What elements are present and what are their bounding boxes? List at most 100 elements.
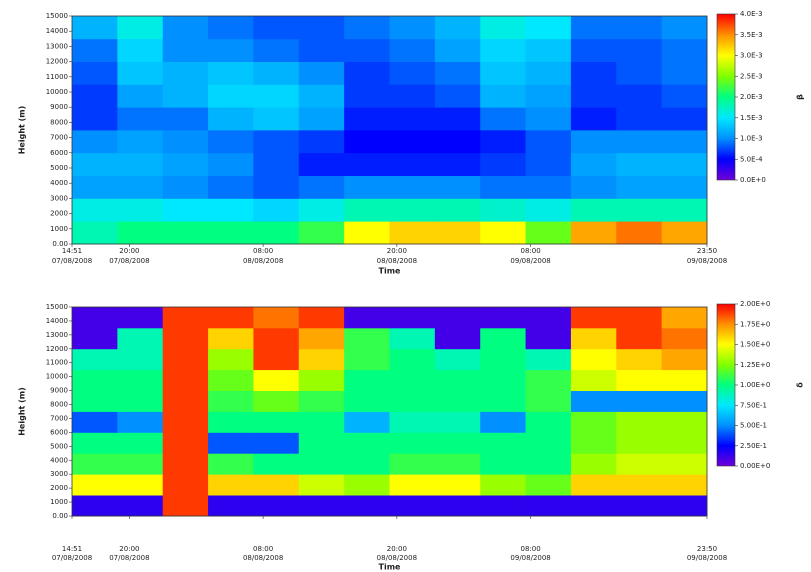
heatmap-cell bbox=[389, 38, 436, 62]
heatmap-cell bbox=[344, 369, 390, 391]
x-tick-label: 14:51 bbox=[62, 545, 82, 553]
heatmap-cell bbox=[117, 84, 164, 108]
heatmap-cell bbox=[344, 107, 390, 131]
heatmap-cell bbox=[298, 84, 345, 108]
heatmap-cell bbox=[480, 348, 526, 371]
heatmap-cell bbox=[389, 327, 436, 350]
heatmap-cell bbox=[208, 495, 254, 517]
heatmap-cell bbox=[480, 38, 526, 62]
heatmap-cell bbox=[661, 198, 708, 222]
heatmap-cell bbox=[570, 198, 617, 222]
heatmap-cell bbox=[298, 198, 345, 222]
y-tick-label: 11000 bbox=[46, 73, 68, 81]
heatmap-cell bbox=[480, 84, 526, 108]
heatmap-cell bbox=[72, 432, 118, 454]
heatmap-cell bbox=[298, 221, 345, 245]
heatmap-cell bbox=[117, 453, 164, 475]
y-tick-label: 13000 bbox=[46, 331, 68, 339]
heatmap-cell bbox=[208, 390, 254, 412]
heatmap-cell bbox=[570, 495, 617, 517]
heatmap-cell bbox=[480, 221, 526, 245]
heatmap-cell bbox=[661, 38, 708, 62]
heatmap-cell bbox=[480, 107, 526, 131]
heatmap-cell bbox=[570, 221, 617, 245]
heatmap-cell bbox=[661, 107, 708, 131]
y-tick-label: 1000 bbox=[50, 498, 68, 506]
heatmap-cell bbox=[117, 38, 164, 62]
heatmap-cell bbox=[253, 198, 300, 222]
heatmap-cell bbox=[434, 390, 481, 412]
heatmap-cell bbox=[344, 152, 390, 176]
heatmap-cell bbox=[162, 390, 209, 412]
heatmap-cell bbox=[525, 369, 572, 391]
colorbar-tick-label: 4.0E-3 bbox=[740, 10, 763, 18]
heatmap-cell bbox=[525, 107, 572, 131]
heatmap-cell bbox=[570, 327, 617, 350]
heatmap-cell bbox=[298, 175, 345, 199]
heatmap-cell bbox=[434, 221, 481, 245]
heatmap-cell bbox=[298, 16, 345, 40]
heatmap-cell bbox=[434, 175, 481, 199]
heatmap-cell bbox=[344, 307, 390, 329]
colorbar-tick-label: 2.00E+0 bbox=[740, 300, 770, 308]
heatmap-cell bbox=[616, 61, 663, 85]
heatmap-cell bbox=[344, 474, 390, 496]
x-tick-label: 08:00 bbox=[520, 247, 540, 255]
heatmap-cell bbox=[434, 411, 481, 433]
heatmap-cell bbox=[117, 107, 164, 131]
heatmap-cell bbox=[208, 107, 254, 131]
colorbar-tick-label: 1.00E+0 bbox=[740, 381, 770, 389]
heatmap-cell bbox=[117, 221, 164, 245]
heatmap-cell bbox=[208, 198, 254, 222]
heatmap-cell bbox=[253, 348, 300, 371]
heatmap-cell bbox=[162, 327, 209, 350]
y-tick-label: 3000 bbox=[50, 194, 68, 202]
heatmap-cell bbox=[253, 390, 300, 412]
heatmap-cell bbox=[480, 198, 526, 222]
heatmap-cell bbox=[117, 16, 164, 40]
heatmap-cell bbox=[616, 474, 663, 496]
heatmap-cell bbox=[616, 16, 663, 40]
heatmap-cell bbox=[525, 130, 572, 154]
x-tick-label: 14:51 bbox=[62, 247, 82, 255]
heatmap-cell bbox=[72, 474, 118, 496]
colorbar-tick-label: 0.0E+0 bbox=[740, 176, 766, 184]
heatmap-cell bbox=[253, 369, 300, 391]
heatmap-cell bbox=[525, 327, 572, 350]
colorbar bbox=[716, 303, 736, 467]
x-tick-date: 09/08/2008 bbox=[687, 257, 727, 265]
x-tick-label: 08:00 bbox=[253, 247, 273, 255]
heatmap-cell bbox=[616, 175, 663, 199]
y-tick-label: 13000 bbox=[46, 42, 68, 50]
y-tick-label: 11000 bbox=[46, 359, 68, 367]
heatmap-cell bbox=[616, 411, 663, 433]
heatmap-cell bbox=[253, 327, 300, 350]
heatmap-cell bbox=[661, 432, 708, 454]
x-tick-date: 07/08/2008 bbox=[52, 554, 92, 562]
heatmap-cell bbox=[616, 152, 663, 176]
heatmap-cell bbox=[253, 61, 300, 85]
x-tick-date: 07/08/2008 bbox=[109, 554, 149, 562]
heatmap-cell bbox=[298, 307, 345, 329]
y-axis-label: Height (m) bbox=[18, 106, 27, 155]
heatmap-cell bbox=[434, 369, 481, 391]
colorbar-tick-label: 2.5E-3 bbox=[740, 72, 763, 80]
heatmap-cell bbox=[117, 130, 164, 154]
heatmap-cell bbox=[616, 107, 663, 131]
heatmap-cell bbox=[253, 38, 300, 62]
y-tick-label: 7000 bbox=[50, 414, 68, 422]
x-tick-date: 09/08/2008 bbox=[687, 554, 727, 562]
heatmap-cell bbox=[208, 84, 254, 108]
y-tick-label: 5000 bbox=[50, 442, 68, 450]
x-tick-label: 20:00 bbox=[119, 247, 139, 255]
heatmap-cell bbox=[661, 348, 708, 371]
heatmap-cell bbox=[72, 348, 118, 371]
heatmap-cell bbox=[661, 369, 708, 391]
heatmap-cell bbox=[162, 453, 209, 475]
heatmap-cell bbox=[434, 327, 481, 350]
heatmap-cell bbox=[208, 411, 254, 433]
heatmap-cell bbox=[616, 130, 663, 154]
heatmap-cell bbox=[162, 61, 209, 85]
x-tick-label: 20:00 bbox=[387, 247, 407, 255]
y-tick-label: 10000 bbox=[46, 373, 68, 381]
